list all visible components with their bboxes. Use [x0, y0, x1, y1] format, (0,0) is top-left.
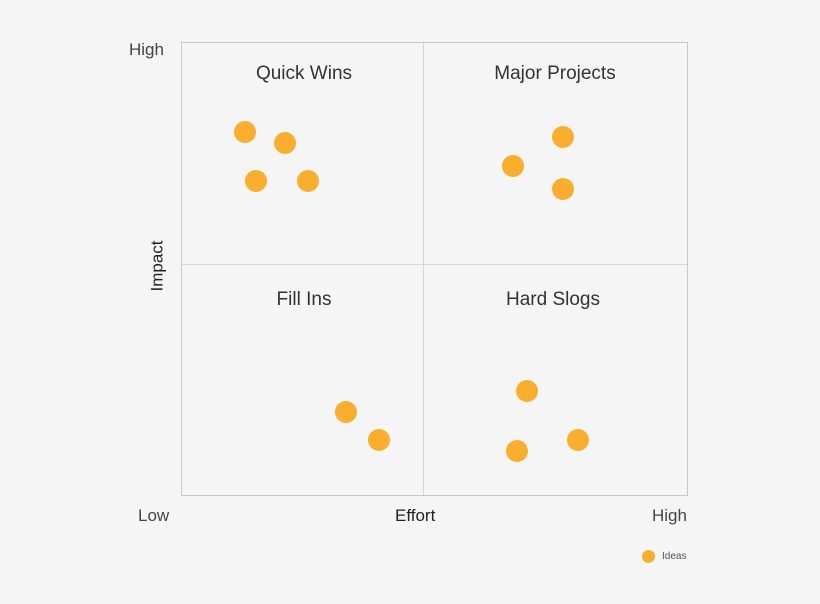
vertical-divider — [422, 43, 424, 495]
x-axis-low-label: Low — [138, 506, 170, 525]
plot-area: Quick Wins Major Projects Fill Ins Hard … — [181, 42, 688, 496]
x-axis-high-label: High — [652, 506, 687, 525]
data-point[interactable] — [567, 429, 590, 452]
data-point[interactable] — [273, 132, 296, 155]
quadrant-title-quick-wins: Quick Wins — [255, 63, 353, 84]
data-point[interactable] — [335, 401, 358, 424]
legend-label: Ideas — [662, 551, 687, 562]
x-axis-title: Effort — [395, 506, 436, 525]
data-point[interactable] — [552, 177, 575, 200]
y-axis-title: Impact — [147, 240, 167, 292]
legend[interactable]: Ideas — [642, 550, 686, 563]
y-axis-high-label: High — [129, 40, 164, 59]
data-point[interactable] — [516, 379, 539, 402]
data-point[interactable] — [368, 429, 391, 452]
horizontal-divider — [182, 264, 687, 266]
data-point[interactable] — [233, 121, 256, 144]
data-point[interactable] — [552, 126, 575, 149]
data-point[interactable] — [244, 170, 267, 193]
quadrant-title-major-projects: Major Projects — [494, 63, 616, 84]
legend-dot-icon — [642, 550, 655, 563]
data-point[interactable] — [505, 440, 528, 463]
quadrant-title-hard-slogs: Hard Slogs — [506, 289, 600, 310]
quadrant-title-fill-ins: Fill Ins — [276, 289, 332, 310]
data-point[interactable] — [501, 155, 524, 178]
data-point[interactable] — [296, 170, 319, 193]
